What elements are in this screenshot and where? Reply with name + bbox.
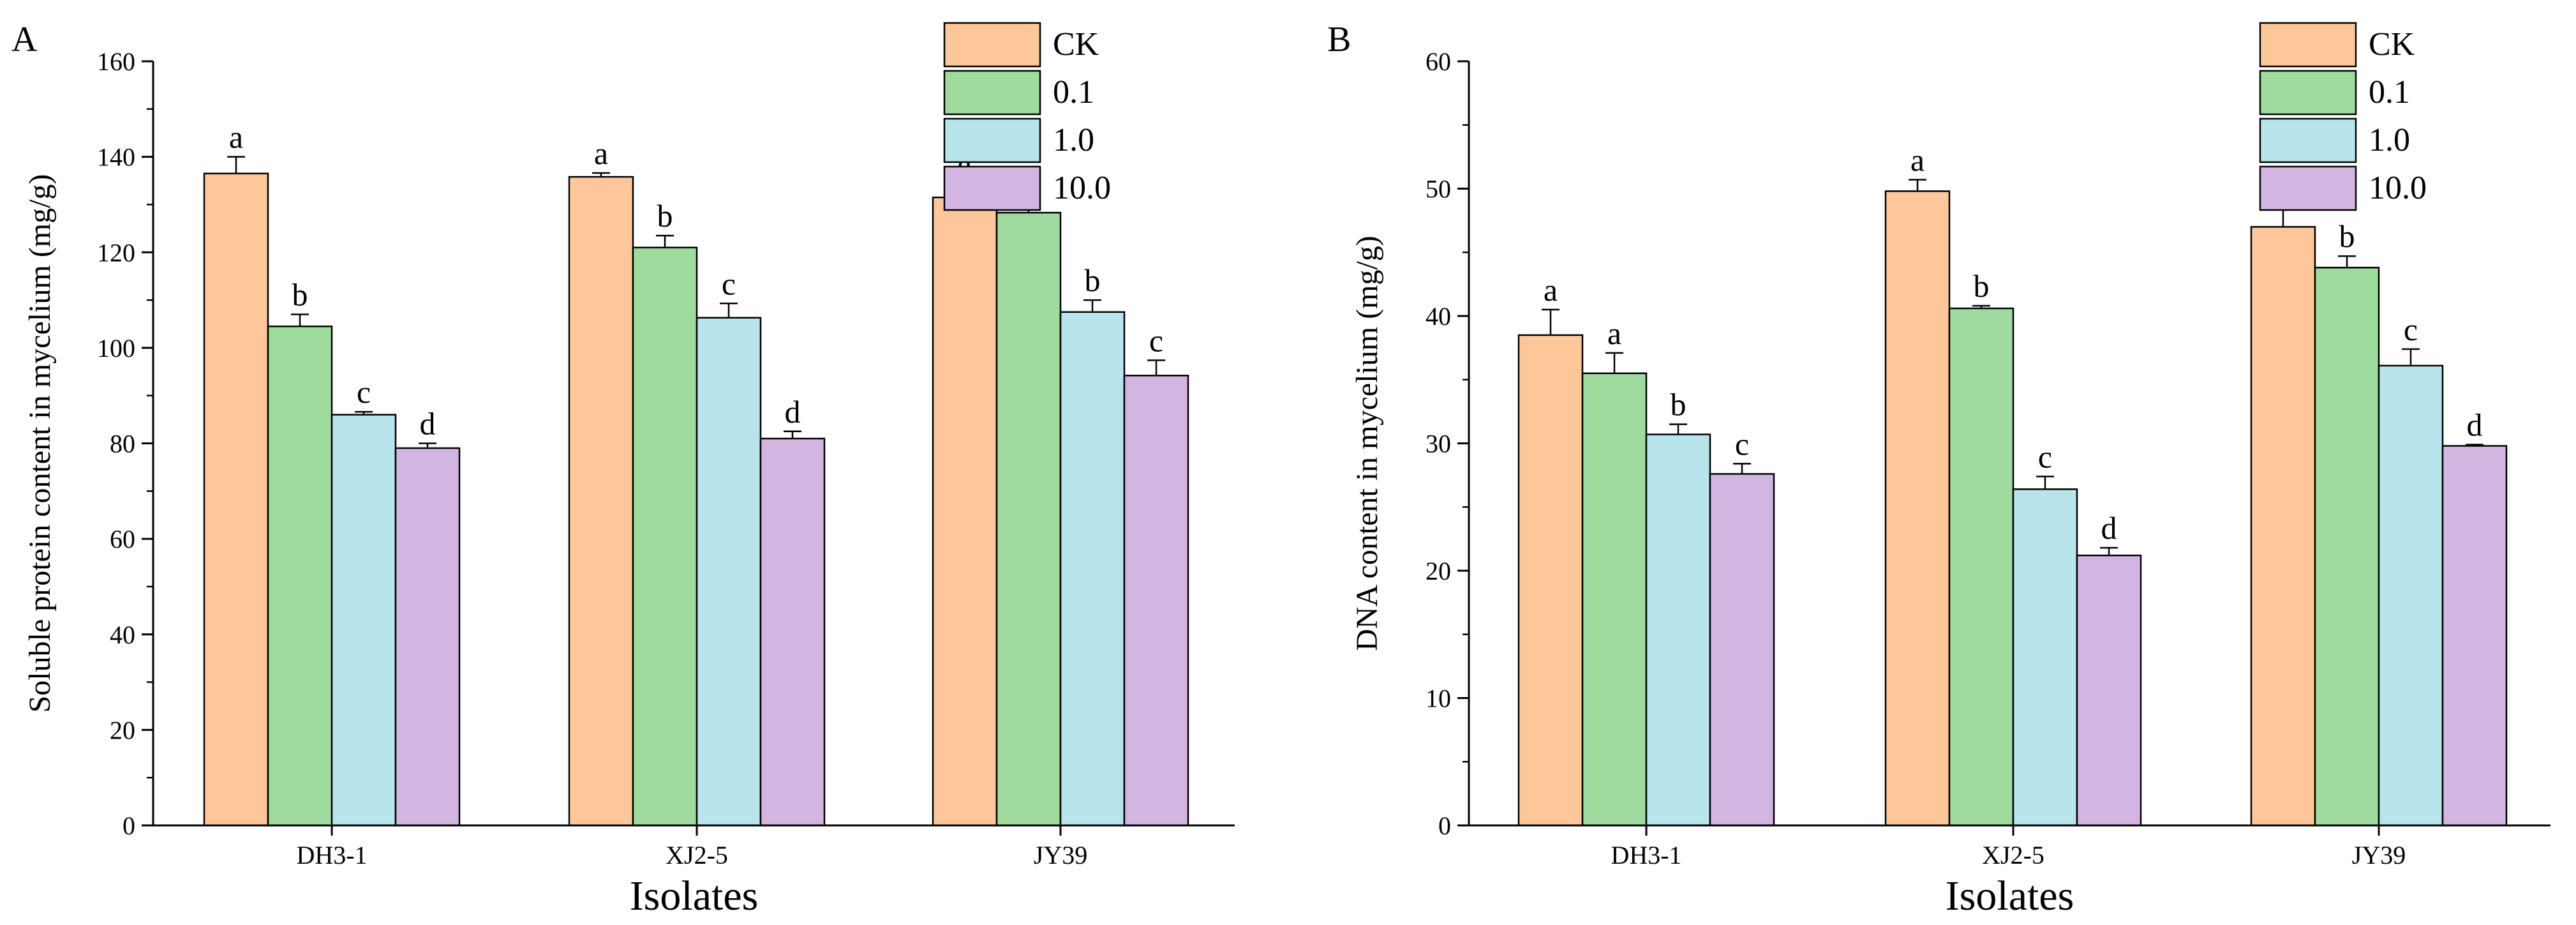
legend-label: 10.0 xyxy=(1053,170,1111,206)
legend-label: 1.0 xyxy=(1053,122,1094,158)
chart-panel-a: Aaaabbaccbddc020406080100120140160DH3-1X… xyxy=(11,20,1235,919)
bar-xj2-5-10_0 xyxy=(759,437,826,827)
y-tick-label: 0 xyxy=(123,811,135,840)
significance-letter: b xyxy=(657,198,673,234)
bar-jy39-10_0 xyxy=(2441,445,2508,827)
bar-jy39-CK xyxy=(2250,226,2316,827)
x-tick-label: JY39 xyxy=(1034,841,1087,869)
significance-letter: a xyxy=(1544,272,1558,308)
significance-letter: c xyxy=(722,266,736,301)
significance-letter: c xyxy=(1735,426,1749,462)
chart-panel-b: Baaaabbbcccdd0102030405060DH3-1XJ2-5JY39… xyxy=(1327,20,2550,919)
y-tick-label: 40 xyxy=(1426,302,1451,331)
significance-letter: d xyxy=(2467,407,2483,442)
legend-swatch xyxy=(943,165,1041,211)
legend-swatch xyxy=(2259,70,2357,116)
bar-dh3-1-1_0 xyxy=(331,414,397,827)
bar-xj2-5-10_0 xyxy=(2076,554,2142,827)
significance-letter: a xyxy=(1607,315,1621,351)
legend-label: 10.0 xyxy=(2369,170,2427,206)
panel-label: B xyxy=(1327,20,1351,59)
bar-jy39-1_0 xyxy=(2378,365,2444,827)
legend-swatch xyxy=(2259,22,2357,68)
y-tick-label: 100 xyxy=(97,334,135,363)
significance-letter: d xyxy=(2101,510,2117,546)
bar-jy39-CK xyxy=(932,196,998,827)
y-tick-label: 20 xyxy=(110,716,135,744)
y-tick-label: 140 xyxy=(97,143,135,172)
legend-swatch xyxy=(943,22,1041,68)
bar-xj2-5-0_1 xyxy=(632,246,698,827)
legend-swatch xyxy=(2259,165,2357,211)
x-tick-label: DH3-1 xyxy=(1611,841,1681,869)
significance-letter: c xyxy=(2038,439,2052,474)
y-tick-label: 80 xyxy=(110,430,135,458)
legend-swatch xyxy=(943,70,1041,116)
bar-dh3-1-0_1 xyxy=(267,325,333,827)
legend-label: CK xyxy=(1053,26,1099,63)
legend-label: 0.1 xyxy=(1053,74,1094,110)
x-tick-label: JY39 xyxy=(2352,841,2406,869)
bar-jy39-0_1 xyxy=(995,211,1062,827)
y-tick-label: 10 xyxy=(1426,684,1451,713)
significance-letter: d xyxy=(420,406,436,442)
significance-letter: d xyxy=(785,394,801,430)
bar-dh3-1-CK xyxy=(1517,334,1584,827)
y-tick-label: 60 xyxy=(110,525,135,553)
bar-jy39-0_1 xyxy=(2314,266,2380,827)
y-axis-title: DNA content in mycelium (mg/g) xyxy=(1350,236,1384,651)
significance-letter: c xyxy=(1149,322,1163,358)
legend-label: 1.0 xyxy=(2369,122,2410,158)
legend-label: 0.1 xyxy=(2369,74,2410,110)
significance-letter: a xyxy=(594,135,608,171)
legend-label: CK xyxy=(2369,26,2415,63)
y-tick-label: 0 xyxy=(1438,811,1451,840)
y-tick-label: 120 xyxy=(97,238,135,267)
y-tick-label: 20 xyxy=(1426,557,1451,585)
bar-dh3-1-CK xyxy=(203,172,269,827)
y-tick-label: 160 xyxy=(97,47,135,76)
y-tick-label: 30 xyxy=(1426,430,1451,458)
significance-letter: b xyxy=(292,277,308,313)
bar-dh3-1-10_0 xyxy=(394,447,461,827)
significance-letter: b xyxy=(2339,218,2355,254)
significance-letter: b xyxy=(1085,262,1101,298)
significance-letter: c xyxy=(2404,312,2418,347)
bar-dh3-1-10_0 xyxy=(1709,473,1775,827)
bar-xj2-5-1_0 xyxy=(696,317,762,827)
bar-xj2-5-0_1 xyxy=(1948,307,2014,827)
significance-letter: b xyxy=(1974,268,1990,304)
legend-swatch xyxy=(2259,117,2357,163)
bar-xj2-5-1_0 xyxy=(2012,488,2078,827)
y-tick-label: 40 xyxy=(110,620,135,649)
panel-label: A xyxy=(11,20,38,59)
legend-swatch xyxy=(943,117,1041,163)
significance-letter: b xyxy=(1671,387,1686,423)
y-tick-label: 60 xyxy=(1426,47,1451,76)
y-axis-title: Soluble protein content in mycelium (mg/… xyxy=(23,174,57,713)
bar-jy39-10_0 xyxy=(1123,375,1189,827)
bar-jy39-1_0 xyxy=(1059,311,1126,827)
bar-dh3-1-1_0 xyxy=(1645,433,1711,827)
significance-letter: c xyxy=(357,374,371,410)
legend: CK 0.1 1.0 10.0 xyxy=(2259,22,2427,211)
bar-xj2-5-CK xyxy=(1884,190,1951,827)
x-tick-label: XJ2-5 xyxy=(666,841,728,869)
significance-letter: a xyxy=(229,119,243,155)
y-tick-label: 50 xyxy=(1426,175,1451,204)
bar-dh3-1-0_1 xyxy=(1581,372,1648,827)
x-tick-label: XJ2-5 xyxy=(1982,841,2044,869)
bar-xj2-5-CK xyxy=(568,176,634,827)
significance-letter: a xyxy=(1910,142,1925,178)
x-tick-label: DH3-1 xyxy=(296,841,367,869)
x-axis-title: Isolates xyxy=(630,873,759,919)
x-axis-title: Isolates xyxy=(1946,873,2074,919)
legend: CK 0.1 1.0 10.0 xyxy=(943,22,1111,211)
